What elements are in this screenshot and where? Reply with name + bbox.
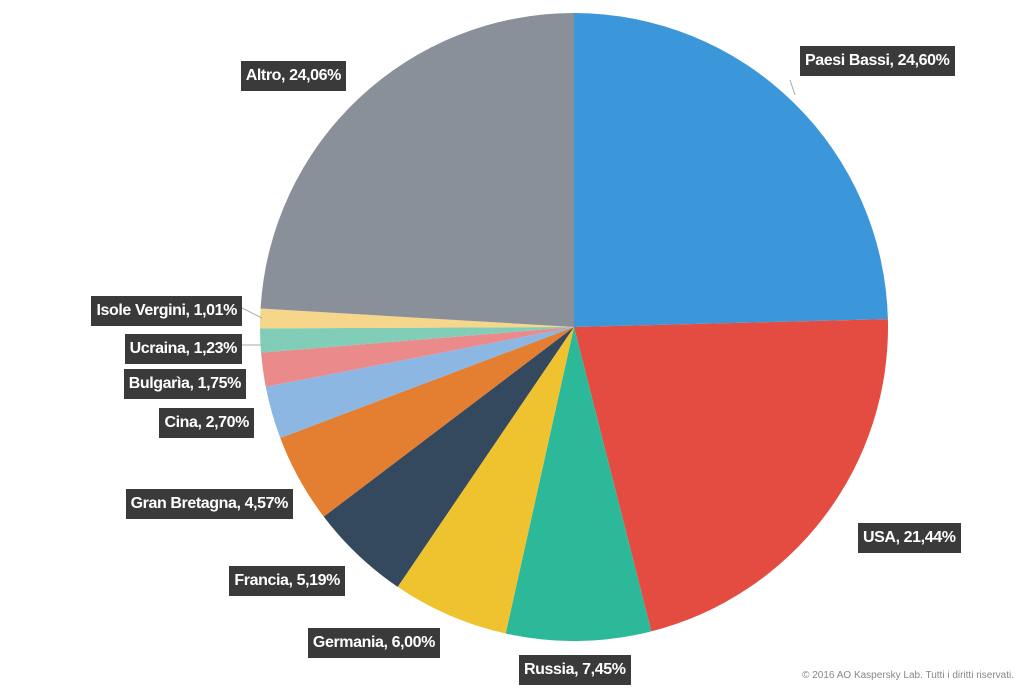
pie-slice	[397, 327, 574, 634]
data-label: Bulgarìa, 1,75%	[123, 369, 246, 399]
data-label: Russia, 7,45%	[519, 655, 631, 685]
pie-slice	[261, 327, 574, 387]
pie-slice	[260, 308, 574, 329]
data-label: Cina, 2,70%	[159, 408, 254, 438]
data-label: Altro, 24,06%	[240, 61, 346, 91]
copyright: © 2016 AO Kaspersky Lab. Tutti i diritti…	[802, 670, 1014, 681]
pie-slice	[280, 327, 574, 517]
data-label: Gran Bretagna, 4,57%	[125, 489, 293, 519]
pie-slice	[323, 327, 574, 587]
pie-slice	[574, 13, 888, 327]
pie-slice	[574, 319, 888, 632]
data-label: Germania, 6,00%	[307, 628, 440, 658]
data-label: Paesi Bassi, 24,60%	[800, 46, 955, 76]
pie-slice	[260, 327, 574, 353]
data-label: Isole Vergini, 1,01%	[91, 296, 242, 326]
data-label: Ucraina, 1,23%	[124, 334, 242, 364]
pie-slice	[260, 13, 574, 327]
pie-slice	[505, 327, 652, 641]
data-label: Francia, 5,19%	[229, 566, 345, 596]
leader-line	[241, 307, 263, 319]
pie-slice	[265, 327, 574, 438]
leader-line	[789, 79, 796, 96]
data-label: USA, 21,44%	[858, 523, 961, 553]
